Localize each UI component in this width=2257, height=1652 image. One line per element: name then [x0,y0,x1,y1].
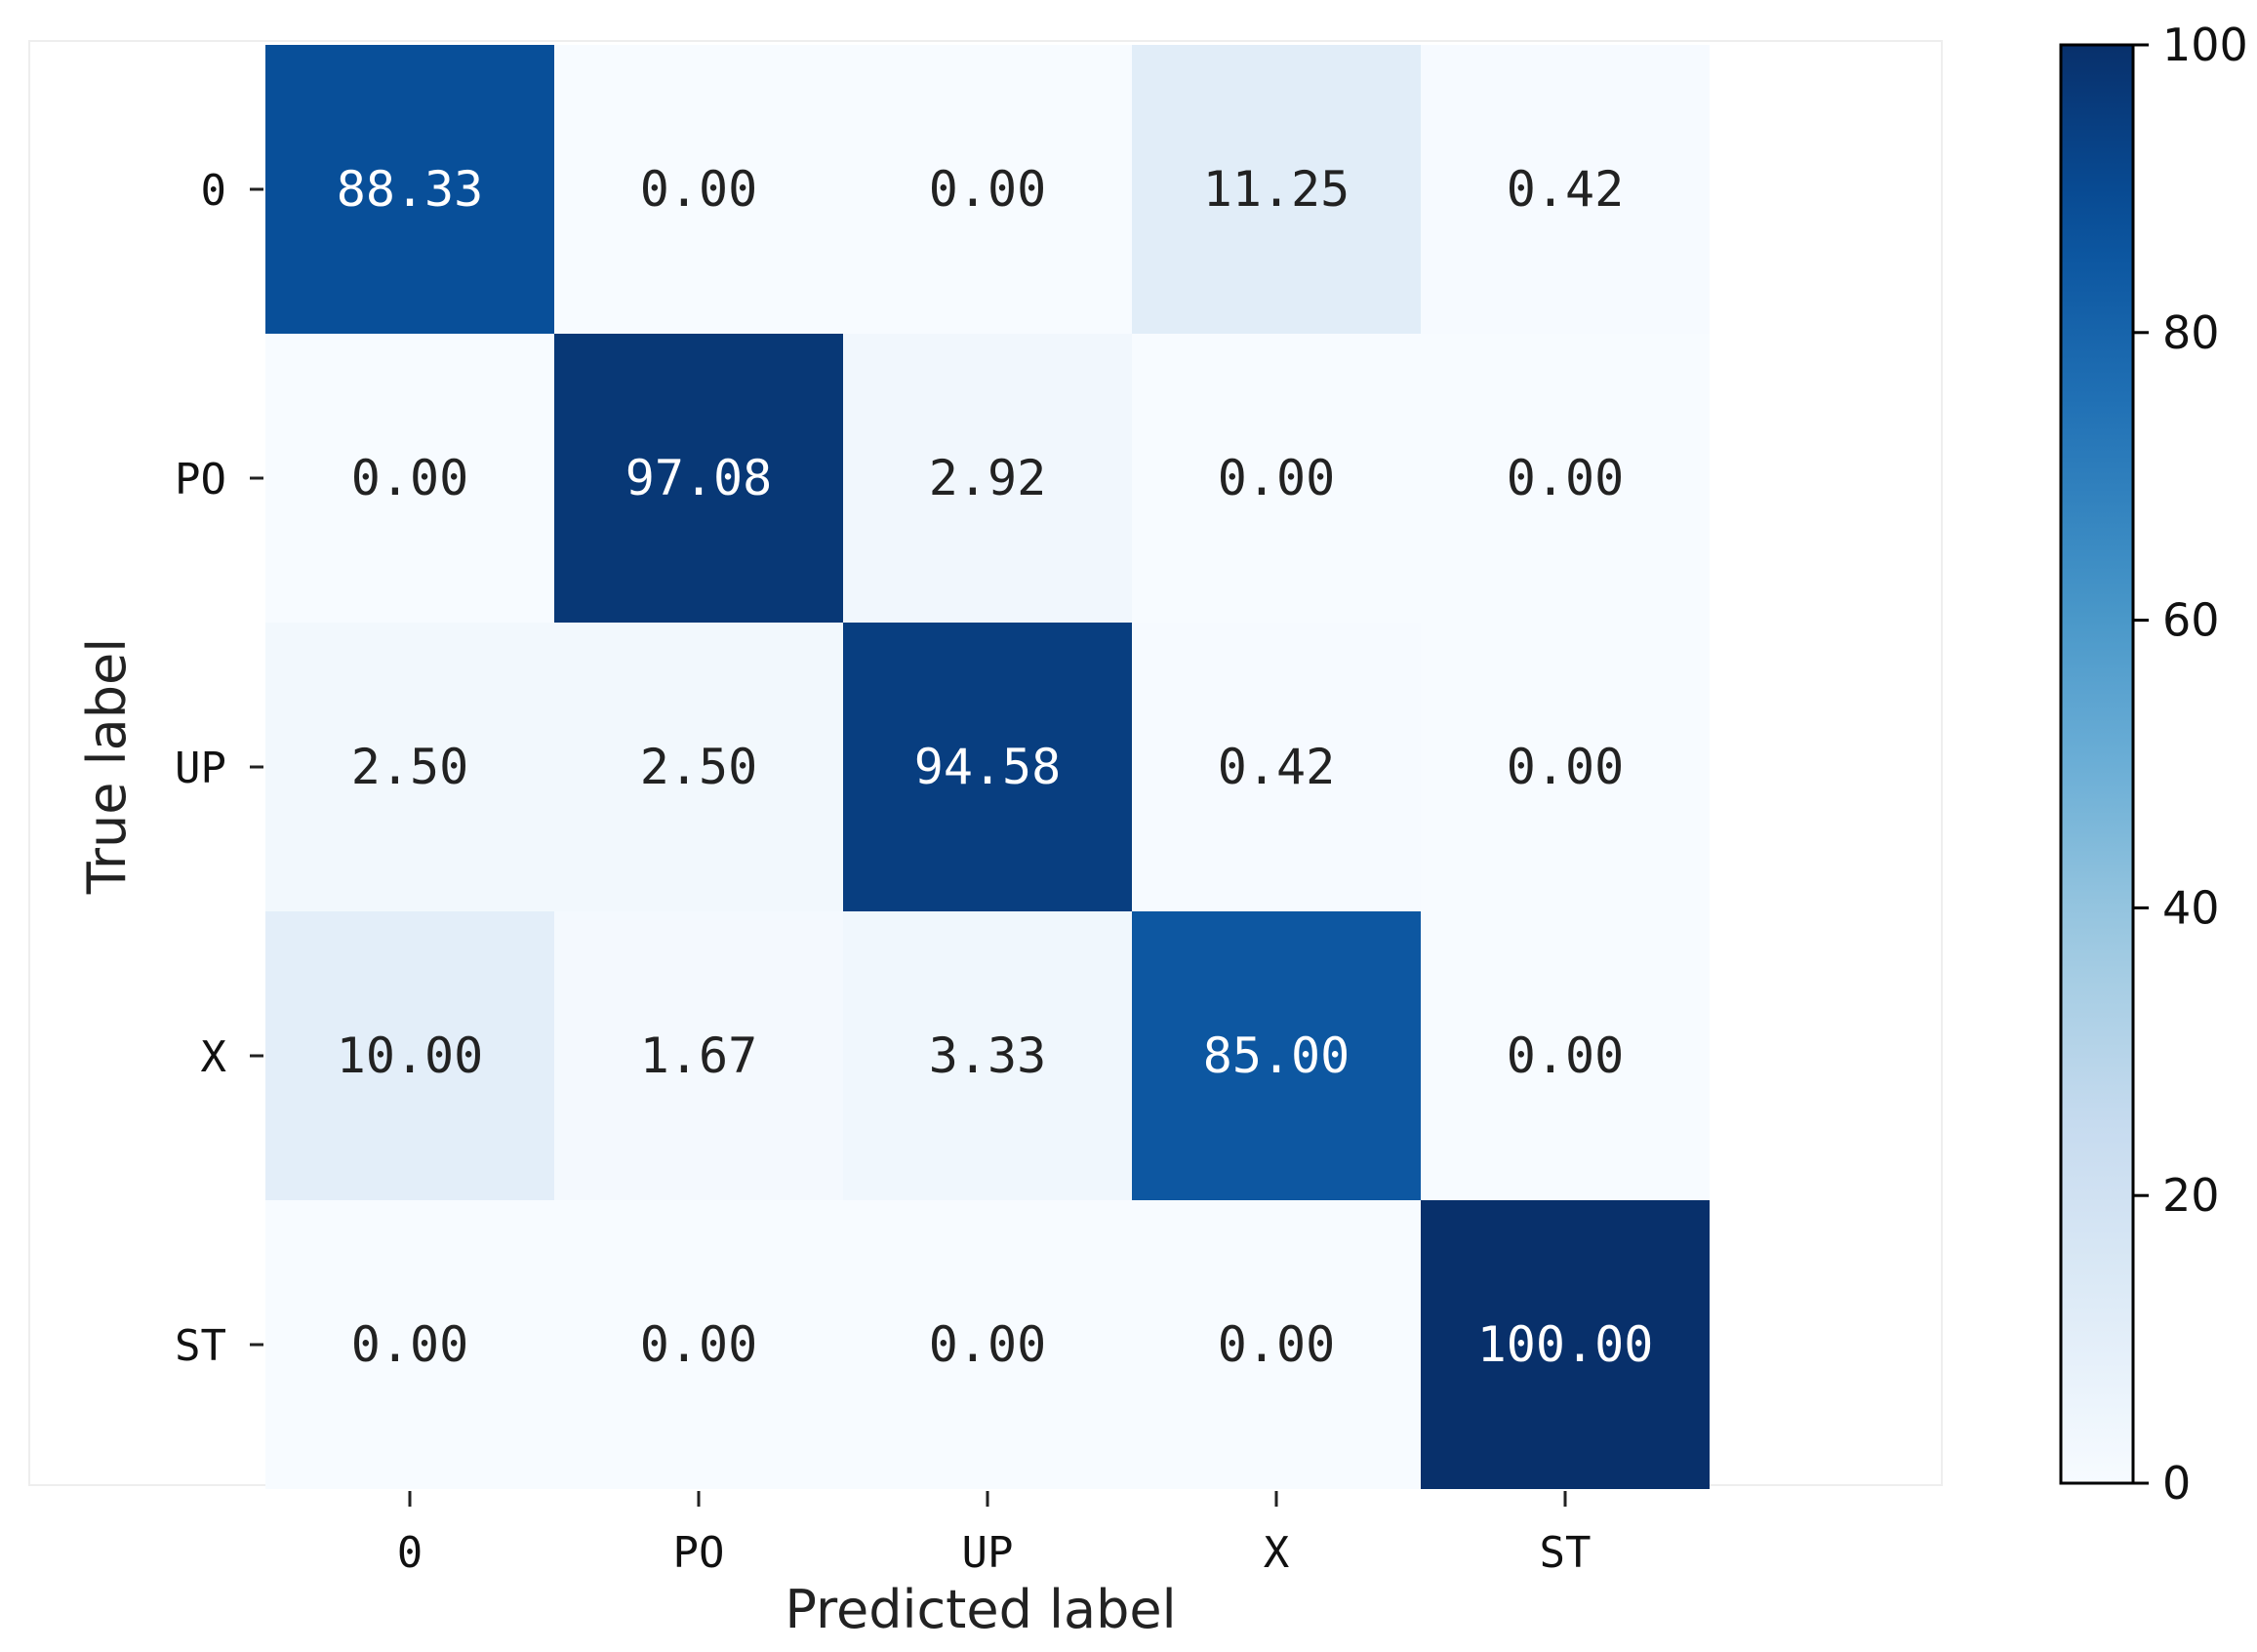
cell-value-3-2: 3.33 [929,1027,1046,1084]
heatmap-cell-2-0 [265,623,554,911]
x-tick-label: ST [1540,1528,1592,1578]
cell-value-3-1: 1.67 [640,1027,757,1084]
cell-value-0-3: 11.25 [1203,161,1350,218]
cell-value-4-2: 0.00 [929,1316,1046,1373]
y-tick-label: PO [175,455,226,504]
heatmap-cell-2-2 [843,623,1132,911]
heatmap-cell-0-1 [554,45,843,334]
x-tick-label: PO [673,1528,725,1578]
y-tick-label: X [201,1032,227,1082]
colorbar-tick-label: 20 [2162,1169,2220,1222]
colorbar-tick-label: 60 [2162,594,2220,647]
heatmap-cell-1-0 [265,334,554,623]
cell-value-0-0: 88.33 [337,161,484,218]
heatmap-cell-2-1 [554,623,843,911]
cell-value-1-0: 0.00 [351,450,468,506]
heatmap-cell-1-1 [554,334,843,623]
heatmap-cell-3-0 [265,911,554,1200]
x-tick-label: X [1264,1528,1290,1578]
cell-value-0-2: 0.00 [929,161,1046,218]
cell-value-0-1: 0.00 [640,161,757,218]
y-tick-label: 0 [201,166,227,216]
cell-value-2-2: 94.58 [914,739,1062,795]
cell-value-2-0: 2.50 [351,739,468,795]
cell-value-4-1: 0.00 [640,1316,757,1373]
heatmap-cell-0-3 [1132,45,1421,334]
cell-value-1-1: 97.08 [625,450,773,506]
heatmap-cell-2-4 [1421,623,1710,911]
heatmap-cell-4-3 [1132,1200,1421,1489]
colorbar-ticks: 0 20 40 60 80 100 [2133,19,2248,1510]
heatmap-cell-0-0 [265,45,554,334]
cell-value-2-3: 0.42 [1218,739,1335,795]
cell-value-1-4: 0.00 [1507,450,1624,506]
cell-value-4-4: 100.00 [1477,1316,1654,1373]
heatmap-cell-1-3 [1132,334,1421,623]
colorbar [2059,43,2135,1485]
heatmap-cell-4-2 [843,1200,1132,1489]
x-axis-title: Predicted label [785,1579,1176,1640]
cell-value-1-2: 2.92 [929,450,1046,506]
x-tick-label: UP [962,1528,1014,1578]
heatmap-cell-3-4 [1421,911,1710,1200]
heatmap-cell-labels: 88.33 0.00 0.00 11.25 0.42 0.00 97.08 2.92 0.00 0… [337,161,1654,1373]
cell-value-2-1: 2.50 [640,739,757,795]
heatmap-cell-1-2 [843,334,1132,623]
cell-value-2-4: 0.00 [1507,739,1624,795]
cell-value-3-4: 0.00 [1507,1027,1624,1084]
heatmap-cell-3-1 [554,911,843,1200]
colorbar-tick-label: 80 [2162,306,2220,359]
heatmap-cell-3-2 [843,911,1132,1200]
cell-value-3-3: 85.00 [1203,1027,1350,1084]
heatmap-cell-4-4 [1421,1200,1710,1489]
heatmap-cell-0-4 [1421,45,1710,334]
y-axis-title: True label [76,638,138,895]
y-axis: 0 PO UP X ST [175,166,263,1371]
cell-value-4-0: 0.00 [351,1316,468,1373]
heatmap-cell-1-4 [1421,334,1710,623]
heatmap-cell-4-1 [554,1200,843,1489]
cell-value-3-0: 10.00 [337,1027,484,1084]
x-axis: 0 PO UP X ST [397,1491,1592,1578]
heatmap-cell-0-2 [843,45,1132,334]
y-tick-label: ST [175,1321,226,1371]
colorbar-tick-label: 40 [2162,881,2220,934]
heatmap-cell-4-0 [265,1200,554,1489]
heatmap-cell-2-3 [1132,623,1421,911]
heatmap-cell-3-3 [1132,911,1421,1200]
cell-value-1-3: 0.00 [1218,450,1335,506]
heatmap-cells [265,45,1710,1489]
colorbar-tick-label: 0 [2162,1457,2191,1510]
x-tick-label: 0 [397,1528,423,1578]
cell-value-4-3: 0.00 [1218,1316,1335,1373]
y-tick-label: UP [175,744,226,793]
cell-value-0-4: 0.42 [1507,161,1624,218]
colorbar-tick-label: 100 [2162,19,2248,71]
